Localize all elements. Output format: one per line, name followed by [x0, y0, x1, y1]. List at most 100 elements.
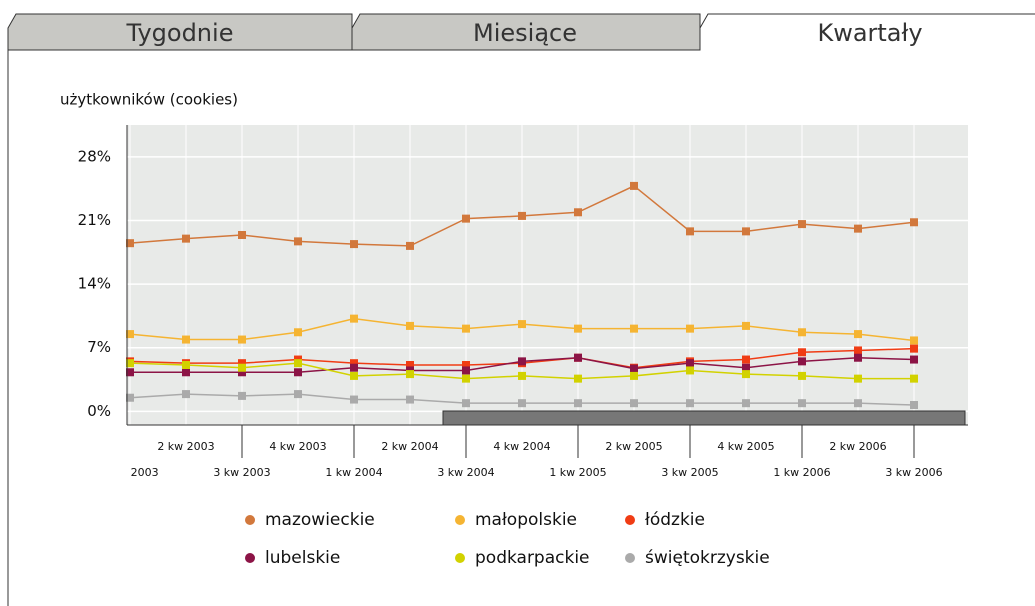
point: [686, 359, 694, 368]
x-tick-label: 2 kw 2003: [157, 440, 214, 453]
legend-label: świętokrzyskie: [645, 548, 770, 568]
x-tick-label: 3 kw 2003: [213, 466, 270, 479]
x-tick-label: 2 kw 2006: [829, 440, 886, 453]
point: [182, 335, 190, 344]
x-tick-label: 1 kw 2003: [101, 466, 158, 479]
point: [238, 335, 246, 344]
point: [518, 320, 526, 329]
legend-label: mazowieckie: [265, 510, 375, 530]
point: [182, 361, 190, 369]
x-tick-label: 4 kw 2005: [717, 440, 774, 453]
point: [518, 371, 526, 380]
point: [574, 374, 582, 383]
point: [742, 227, 750, 236]
point: [462, 324, 470, 333]
point: [630, 181, 638, 190]
y-tick-label: 21%: [78, 211, 111, 229]
tab-label[interactable]: Miesiące: [473, 19, 577, 47]
point: [462, 214, 470, 223]
plot-area: [127, 125, 968, 425]
legend-marker: [455, 515, 465, 525]
point: [294, 359, 302, 368]
point: [350, 240, 358, 249]
point: [686, 227, 694, 236]
point: [238, 231, 246, 239]
tab-label[interactable]: Tygodnie: [126, 19, 234, 47]
point: [854, 353, 862, 362]
point: [238, 359, 246, 368]
point: [294, 237, 302, 246]
point: [574, 399, 582, 408]
point: [126, 330, 134, 339]
point: [630, 364, 638, 373]
x-tick-label: 1 kw 2006: [773, 466, 830, 479]
x-tick-label: 3 kw 2006: [885, 466, 942, 479]
point: [406, 241, 414, 250]
point: [294, 368, 302, 377]
point: [742, 321, 750, 330]
point: [182, 368, 190, 377]
point: [350, 371, 358, 380]
point: [742, 363, 750, 372]
y-axis-label: użytkowników (cookies): [60, 91, 238, 109]
x-tick-label: 2 kw 2004: [381, 440, 438, 453]
tab-active[interactable]: [699, 13, 1035, 50]
y-tick-label: 14%: [78, 275, 111, 293]
point: [406, 395, 414, 404]
point: [126, 368, 134, 377]
legend-marker: [245, 553, 255, 563]
point: [910, 374, 918, 383]
scrollbar[interactable]: [442, 410, 966, 426]
point: [798, 348, 806, 357]
point: [854, 399, 862, 408]
legend-label: małopolskie: [475, 510, 577, 530]
point: [518, 399, 526, 408]
point: [910, 344, 918, 353]
legend-label: lubelskie: [265, 548, 340, 568]
y-tick-label: 0%: [87, 402, 111, 420]
point: [462, 366, 470, 375]
point: [462, 399, 470, 408]
point: [742, 355, 750, 364]
y-tick-label: 28%: [78, 147, 111, 165]
point: [686, 366, 694, 375]
x-tick-label: 4 kw 2003: [269, 440, 326, 453]
point: [798, 399, 806, 408]
point: [238, 368, 246, 377]
x-tick-label: 1 kw 2005: [549, 466, 606, 479]
point: [742, 370, 750, 379]
legend-label: podkarpackie: [475, 548, 590, 568]
x-tick-label: 2 kw 2005: [605, 440, 662, 453]
point: [910, 401, 918, 409]
x-tick-label: 4 kw 2004: [493, 440, 550, 453]
legend-marker: [245, 515, 255, 525]
legend-label: łódzkie: [645, 510, 705, 530]
point: [182, 234, 190, 243]
point: [854, 374, 862, 383]
point: [182, 390, 190, 399]
tab-label[interactable]: Kwartały: [817, 19, 922, 47]
point: [406, 370, 414, 379]
point: [798, 371, 806, 380]
point: [742, 399, 750, 408]
point: [350, 359, 358, 368]
y-tick-label: 7%: [87, 338, 111, 356]
point: [294, 328, 302, 337]
point: [630, 371, 638, 380]
point: [518, 211, 526, 220]
point: [294, 390, 302, 399]
point: [350, 314, 358, 323]
point: [854, 330, 862, 339]
point: [126, 359, 134, 368]
point: [406, 321, 414, 330]
point: [462, 361, 470, 369]
point: [126, 239, 134, 248]
point: [574, 208, 582, 217]
legend-marker: [625, 553, 635, 563]
point: [798, 220, 806, 229]
point: [518, 357, 526, 366]
legend-marker: [455, 553, 465, 563]
point: [686, 324, 694, 333]
legend-marker: [625, 515, 635, 525]
